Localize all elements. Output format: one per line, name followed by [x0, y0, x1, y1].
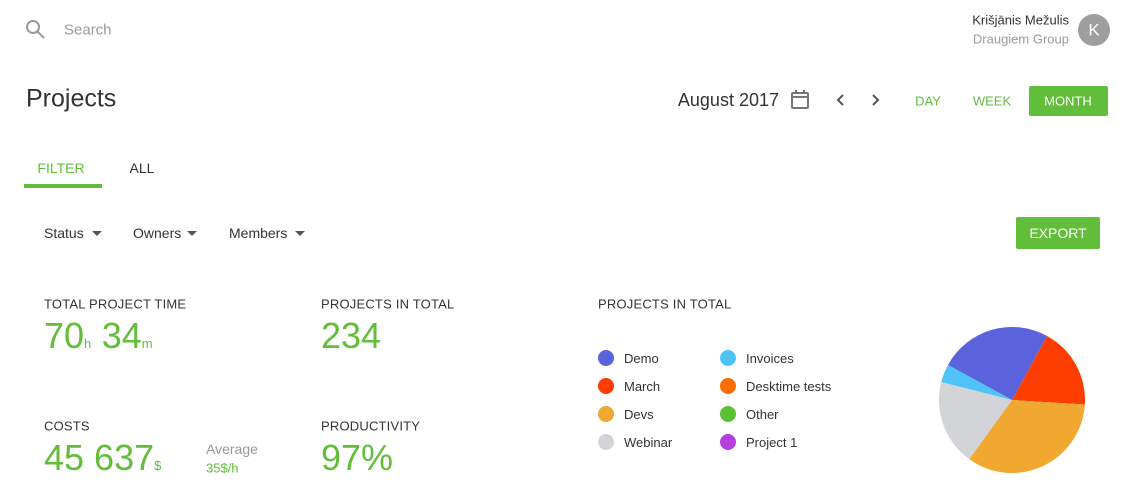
pie-slice: [939, 381, 1012, 460]
stat-label: TOTAL PROJECT TIME: [44, 296, 187, 312]
range-month[interactable]: MONTH: [1044, 93, 1092, 109]
legend-swatch: [598, 378, 614, 394]
page-title: Projects: [26, 84, 117, 113]
filter-status[interactable]: Status: [44, 225, 84, 241]
export-button[interactable]: [1016, 217, 1100, 249]
stat-value: 234: [321, 315, 382, 356]
average-label: Average: [206, 441, 258, 457]
legend: Demo March Devs Webinar Invoices Desktime tes…: [598, 350, 832, 450]
costs-unit: $: [154, 458, 162, 473]
filter-members[interactable]: Members: [229, 225, 288, 241]
pie-slice: [1012, 335, 1086, 405]
tab-underline: [24, 184, 102, 188]
average-value: 35$/h: [206, 460, 239, 476]
avatar-initial: K: [1088, 20, 1100, 40]
range-day[interactable]: DAY: [915, 93, 941, 109]
stat-value: 45 637$: [44, 440, 161, 476]
next-arrow[interactable]: [872, 94, 880, 106]
stat-label: COSTS: [44, 418, 90, 434]
user-company: Draugiem Group: [972, 31, 1069, 47]
legend-swatch: [598, 406, 614, 422]
avatar[interactable]: [1078, 14, 1110, 46]
legend-label: March: [624, 379, 660, 394]
minutes: 34: [101, 315, 142, 356]
minutes-unit: m: [141, 336, 153, 351]
calendar-icon[interactable]: [791, 90, 809, 109]
legend-label: Webinar: [624, 435, 673, 450]
dropdown-caret[interactable]: [295, 231, 305, 236]
search-icon[interactable]: [26, 20, 45, 39]
search-input[interactable]: Search: [64, 21, 112, 39]
dropdown-caret[interactable]: [92, 231, 102, 236]
period: August 2017: [677, 90, 779, 110]
stat-value: 97%: [321, 437, 394, 478]
export-label[interactable]: EXPORT: [1029, 225, 1087, 241]
legend-label: Project 1: [746, 435, 797, 450]
costs: 45 637: [44, 437, 155, 478]
pie-slice: [947, 327, 1048, 400]
legend-label: Demo: [624, 351, 659, 366]
legend-swatch: [720, 350, 736, 366]
pie-chart: [939, 327, 1086, 474]
legend-label: Devs: [624, 407, 654, 422]
stat-value: 70h 34m: [44, 318, 153, 354]
legend-swatch: [598, 350, 614, 366]
legend-swatch: [720, 378, 736, 394]
tab-all[interactable]: ALL: [129, 160, 155, 176]
chart-title: PROJECTS IN TOTAL: [598, 296, 732, 312]
legend-swatch: [598, 434, 614, 450]
dropdown-caret[interactable]: [187, 231, 197, 236]
stat-label: PRODUCTIVITY: [321, 418, 421, 434]
pie-slice: [969, 400, 1085, 474]
legend-label: Desktime tests: [746, 379, 832, 394]
filter-owners[interactable]: Owners: [133, 225, 182, 241]
active-range-bg[interactable]: [1029, 86, 1108, 116]
user-name: Krišjānis Mežulis: [972, 12, 1069, 28]
tab-filter[interactable]: FILTER: [37, 160, 85, 176]
legend-swatch: [720, 434, 736, 450]
stat-label: PROJECTS IN TOTAL: [321, 296, 455, 312]
hours: 70: [44, 315, 85, 356]
prev-arrow[interactable]: [836, 94, 844, 106]
hours-unit: h: [84, 336, 92, 351]
pie-slice: [941, 364, 1012, 400]
legend-label: Invoices: [746, 351, 794, 366]
legend-label: Other: [746, 407, 779, 422]
legend-swatch: [720, 406, 736, 422]
range-week[interactable]: WEEK: [972, 93, 1012, 109]
